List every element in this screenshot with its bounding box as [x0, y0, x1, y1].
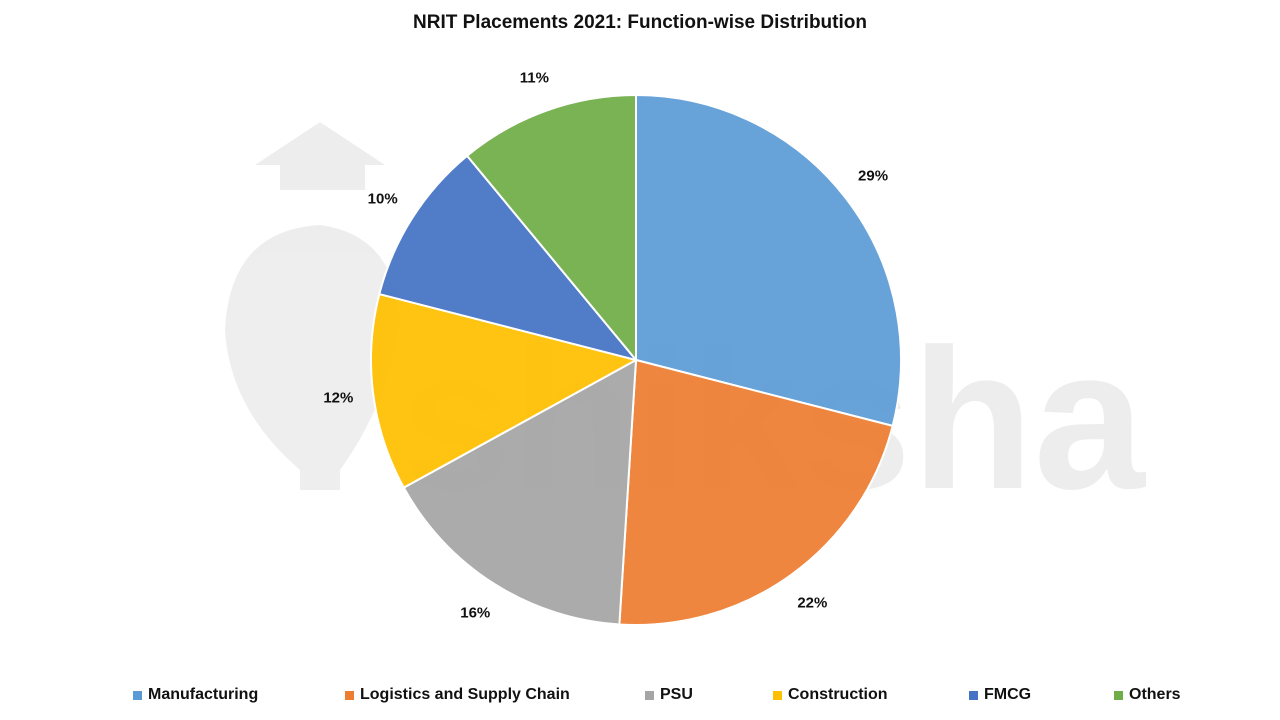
data-label: 16%	[460, 604, 491, 622]
legend-swatch	[133, 690, 142, 700]
legend-swatch	[1114, 690, 1123, 700]
legend-label: Manufacturing	[148, 686, 259, 703]
data-label: 12%	[323, 389, 354, 407]
data-label: 11%	[519, 69, 549, 87]
legend-item-logistics[interactable]: Logistics and Supply Chain	[345, 686, 570, 704]
legend-item-manufacturing[interactable]: Manufacturing	[133, 686, 258, 704]
watermark-cap-icon	[255, 122, 385, 190]
data-label: 10%	[367, 190, 398, 208]
legend-item-construction[interactable]: Construction	[773, 686, 888, 704]
pie-slice-construction[interactable]	[370, 292, 639, 490]
data-label: 22%	[797, 594, 828, 612]
pie-slice-logistics-and-supply-chain[interactable]	[618, 358, 894, 626]
legend-label: Construction	[788, 686, 888, 703]
chart-title: NRIT Placements 2021: Function-wise Dist…	[413, 12, 867, 33]
legend-label: PSU	[660, 686, 693, 703]
pie-slice-manufacturing[interactable]	[635, 93, 902, 428]
legend-swatch	[969, 690, 978, 700]
legend-swatch	[345, 690, 354, 700]
legend-label: Logistics and Supply Chain	[360, 686, 570, 703]
legend-item-fmcg[interactable]: FMCG	[969, 686, 1031, 704]
legend-item-others[interactable]: Others	[1114, 686, 1181, 704]
data-label: 29%	[858, 167, 889, 185]
legend: Manufacturing Logistics and Supply Chain…	[0, 686, 1280, 708]
pie-slice-fmcg[interactable]	[378, 154, 639, 362]
legend-label: Others	[1129, 686, 1181, 703]
legend-item-psu[interactable]: PSU	[645, 686, 693, 704]
legend-swatch	[773, 690, 782, 700]
pie-slice-others[interactable]	[465, 93, 637, 363]
watermark-bulb-icon	[225, 225, 400, 490]
pie-slice-psu[interactable]	[402, 358, 638, 626]
legend-label: FMCG	[984, 686, 1032, 703]
legend-swatch	[645, 690, 654, 700]
